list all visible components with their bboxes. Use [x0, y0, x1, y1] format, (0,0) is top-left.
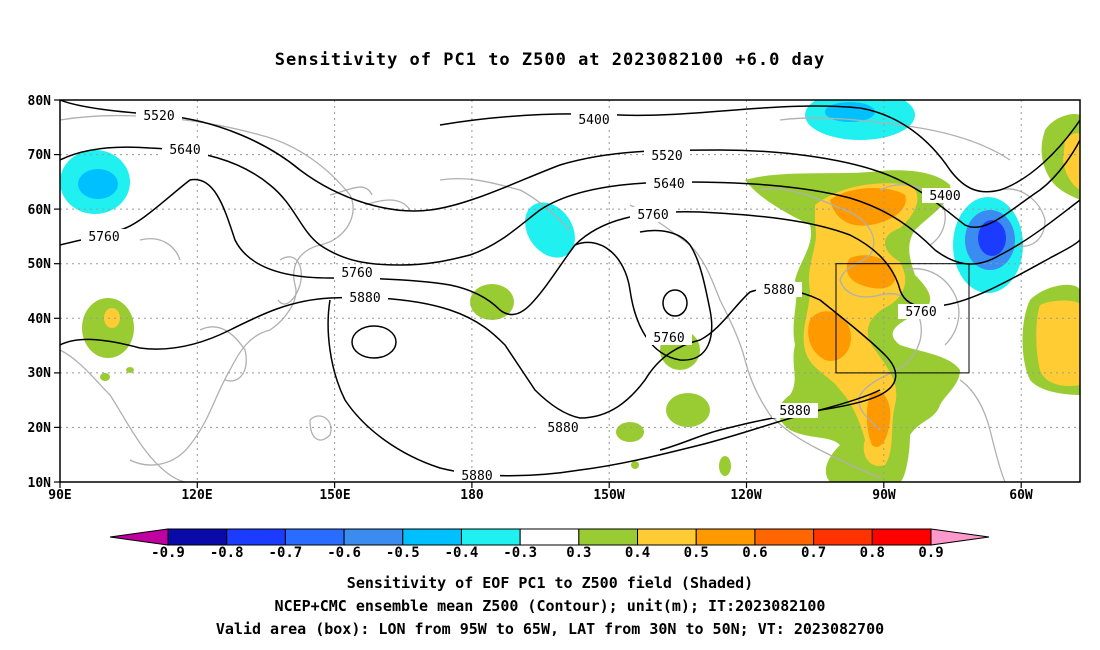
- colorbar-label: -0.3: [503, 545, 537, 561]
- contour-label: 5760: [88, 230, 119, 245]
- colorbar-cell: [402, 528, 462, 546]
- colorbar-label: 0.7: [801, 545, 826, 561]
- colorbar-cell: [343, 528, 404, 546]
- contour-label: 5880: [349, 291, 380, 306]
- lat-lon-grid: [60, 100, 1080, 482]
- contour-label: 5760: [341, 266, 372, 281]
- z500-contours: [60, 100, 1080, 477]
- caption-valid-area: Valid area (box): LON from 95W to 65W, L…: [215, 620, 885, 638]
- contour-label: 5520: [651, 149, 682, 164]
- lat-label: 10N: [28, 476, 52, 491]
- contour-5520: [60, 100, 1080, 228]
- colorbar-cell: [519, 528, 580, 546]
- contour-5880-subtropical-high: [351, 325, 397, 359]
- lon-label: 150E: [319, 488, 350, 503]
- shade-pos-japan-south: [82, 298, 134, 358]
- lon-label: 90E: [48, 488, 71, 503]
- caption-contour: NCEP+CMC ensemble mean Z500 (Contour); u…: [274, 597, 826, 615]
- shade-neg-west-siberia-core: [78, 169, 118, 199]
- plot-frame: [59, 99, 1081, 483]
- shade-pos-na-yellow: [803, 183, 918, 466]
- contour-label: 5760: [653, 331, 684, 346]
- caption-shaded: Sensitivity of EOF PC1 to Z500 field (Sh…: [346, 574, 754, 592]
- colorbar-cell: [460, 528, 521, 546]
- contour-label: 5880: [461, 469, 492, 484]
- colorbar-label: 0.9: [918, 545, 943, 561]
- lon-label: 180: [460, 488, 484, 503]
- lon-label: 60W: [1009, 488, 1033, 503]
- colorbar-label: -0.5: [386, 545, 420, 561]
- lon-labels: 90E 120E 150E 180 150W 120W 90W 60W: [48, 488, 1033, 503]
- contour-5880-west: [60, 287, 897, 451]
- colorbar-cell: [813, 528, 873, 546]
- shade-pos-subtropic-5: [126, 367, 134, 373]
- colorbar-cell: [637, 528, 697, 546]
- map-title: Sensitivity of PC1 to Z500 at 2023082100…: [274, 50, 826, 70]
- colorbar-cell: [871, 528, 932, 546]
- shade-pos-na-orange3: [808, 311, 851, 361]
- colorbar-label: 0.6: [742, 545, 767, 561]
- shade-pos-subtropic-6: [631, 461, 639, 469]
- colorbar-low-end: [109, 528, 169, 546]
- shade-neg-labrador-core: [978, 220, 1006, 256]
- contour-5760-pacific-inner: [662, 289, 688, 317]
- colorbar-label: 0.8: [860, 545, 885, 561]
- colorbar-label: -0.4: [445, 545, 479, 561]
- shade-pos-japan-south-core: [104, 308, 120, 328]
- contour-label: 5400: [578, 113, 609, 128]
- lon-label: 120W: [730, 488, 761, 503]
- shade-neg-aleutian: [525, 202, 575, 258]
- contour-label: 5760: [637, 208, 668, 223]
- contour-label: 5640: [169, 143, 200, 158]
- shade-pos-subtropic-2: [616, 422, 644, 442]
- colorbar-cell: [754, 528, 815, 546]
- shade-pos-subtropic-1: [666, 393, 710, 427]
- contour-label: 5640: [653, 177, 684, 192]
- contour-5760-pacific: [574, 229, 713, 361]
- lat-label: 70N: [28, 148, 52, 163]
- colorbar-high-end: [930, 528, 990, 546]
- contour-label: 5880: [763, 283, 794, 298]
- lat-label: 80N: [28, 94, 52, 109]
- shade-pos-na-orange4: [866, 391, 891, 448]
- colorbar-label: -0.8: [210, 545, 244, 561]
- lon-label: 150W: [593, 488, 624, 503]
- colorbar-cell: [167, 528, 228, 546]
- contour-label: 5760: [905, 305, 936, 320]
- colorbar-cell: [226, 528, 286, 546]
- colorbar-label: -0.9: [151, 545, 185, 561]
- lat-label: 60N: [28, 203, 52, 218]
- colorbar-label: -0.6: [327, 545, 361, 561]
- colorbar: -0.9 -0.8 -0.7 -0.6 -0.5 -0.4 -0.3 0.3 0.4 0.5 0.6…: [109, 528, 990, 561]
- colorbar-label: -0.7: [269, 545, 303, 561]
- shade-pos-subtropic-3: [719, 456, 731, 476]
- contour-label: 5880: [547, 421, 578, 436]
- lat-label: 30N: [28, 366, 52, 381]
- colorbar-cell: [578, 528, 639, 546]
- colorbar-label: 0.3: [566, 545, 591, 561]
- contour-labels: 5520 5640 5400 5520 5640 5760 5400 5760 …: [81, 108, 968, 484]
- shade-pos-atlantic-yellow: [1036, 300, 1080, 387]
- lon-label: 90W: [872, 488, 896, 503]
- lon-label: 120E: [181, 488, 212, 503]
- lat-label: 50N: [28, 257, 52, 272]
- shade-pos-subtropic-4: [100, 373, 110, 381]
- axis-ticks: [54, 99, 1022, 488]
- colorbar-label: 0.5: [684, 545, 709, 561]
- colorbar-label: 0.4: [625, 545, 650, 561]
- shade-pos-dateline: [470, 284, 514, 320]
- valid-area-box: [835, 263, 970, 374]
- contour-label: 5400: [929, 189, 960, 204]
- lat-labels: 80N 70N 60N 50N 40N 30N 20N 10N: [28, 94, 52, 491]
- contour-5640: [60, 146, 1080, 266]
- contour-label: 5880: [779, 404, 810, 419]
- colorbar-cell: [284, 528, 345, 546]
- lat-label: 40N: [28, 312, 52, 327]
- colorbar-cell: [695, 528, 756, 546]
- lat-label: 20N: [28, 421, 52, 436]
- contour-label: 5520: [143, 109, 174, 124]
